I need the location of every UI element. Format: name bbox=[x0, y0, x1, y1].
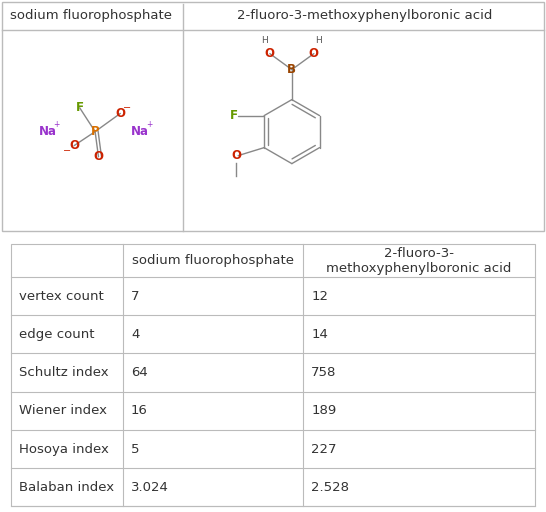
Text: edge count: edge count bbox=[19, 328, 94, 341]
Text: 3.024: 3.024 bbox=[131, 481, 169, 494]
Text: O: O bbox=[231, 149, 241, 162]
Text: Wiener index: Wiener index bbox=[19, 404, 107, 417]
Text: Balaban index: Balaban index bbox=[19, 481, 114, 494]
Text: 7: 7 bbox=[131, 289, 140, 303]
Text: +: + bbox=[146, 120, 152, 129]
Text: O: O bbox=[93, 151, 104, 163]
Text: H: H bbox=[316, 36, 322, 45]
Text: P: P bbox=[91, 125, 99, 138]
Text: Na: Na bbox=[131, 124, 149, 138]
Text: 64: 64 bbox=[131, 366, 148, 379]
Text: F: F bbox=[230, 109, 238, 122]
Text: −: − bbox=[63, 145, 71, 156]
Text: 2-fluoro-3-methoxyphenylboronic acid: 2-fluoro-3-methoxyphenylboronic acid bbox=[237, 9, 492, 22]
Text: vertex count: vertex count bbox=[19, 289, 104, 303]
Text: 12: 12 bbox=[311, 289, 328, 303]
Text: O: O bbox=[309, 47, 319, 60]
Text: 189: 189 bbox=[311, 404, 336, 417]
Text: F: F bbox=[76, 101, 84, 114]
Text: 2.528: 2.528 bbox=[311, 481, 349, 494]
Text: O: O bbox=[69, 139, 79, 152]
Text: 758: 758 bbox=[311, 366, 336, 379]
Text: Hosoya index: Hosoya index bbox=[19, 442, 109, 456]
Text: H: H bbox=[262, 36, 268, 45]
Text: 227: 227 bbox=[311, 442, 337, 456]
Text: 14: 14 bbox=[311, 328, 328, 341]
Text: 5: 5 bbox=[131, 442, 140, 456]
Text: −: − bbox=[123, 103, 132, 114]
Text: sodium fluorophosphate: sodium fluorophosphate bbox=[132, 254, 294, 267]
Text: 2-fluoro-3-
methoxyphenylboronic acid: 2-fluoro-3- methoxyphenylboronic acid bbox=[327, 246, 512, 274]
Text: O: O bbox=[265, 47, 275, 60]
Text: +: + bbox=[54, 120, 60, 129]
Text: O: O bbox=[115, 107, 126, 120]
Text: 16: 16 bbox=[131, 404, 148, 417]
Text: sodium fluorophosphate: sodium fluorophosphate bbox=[10, 9, 173, 22]
Text: Na: Na bbox=[39, 124, 57, 138]
Text: 4: 4 bbox=[131, 328, 139, 341]
Text: B: B bbox=[287, 63, 296, 76]
Text: Schultz index: Schultz index bbox=[19, 366, 109, 379]
